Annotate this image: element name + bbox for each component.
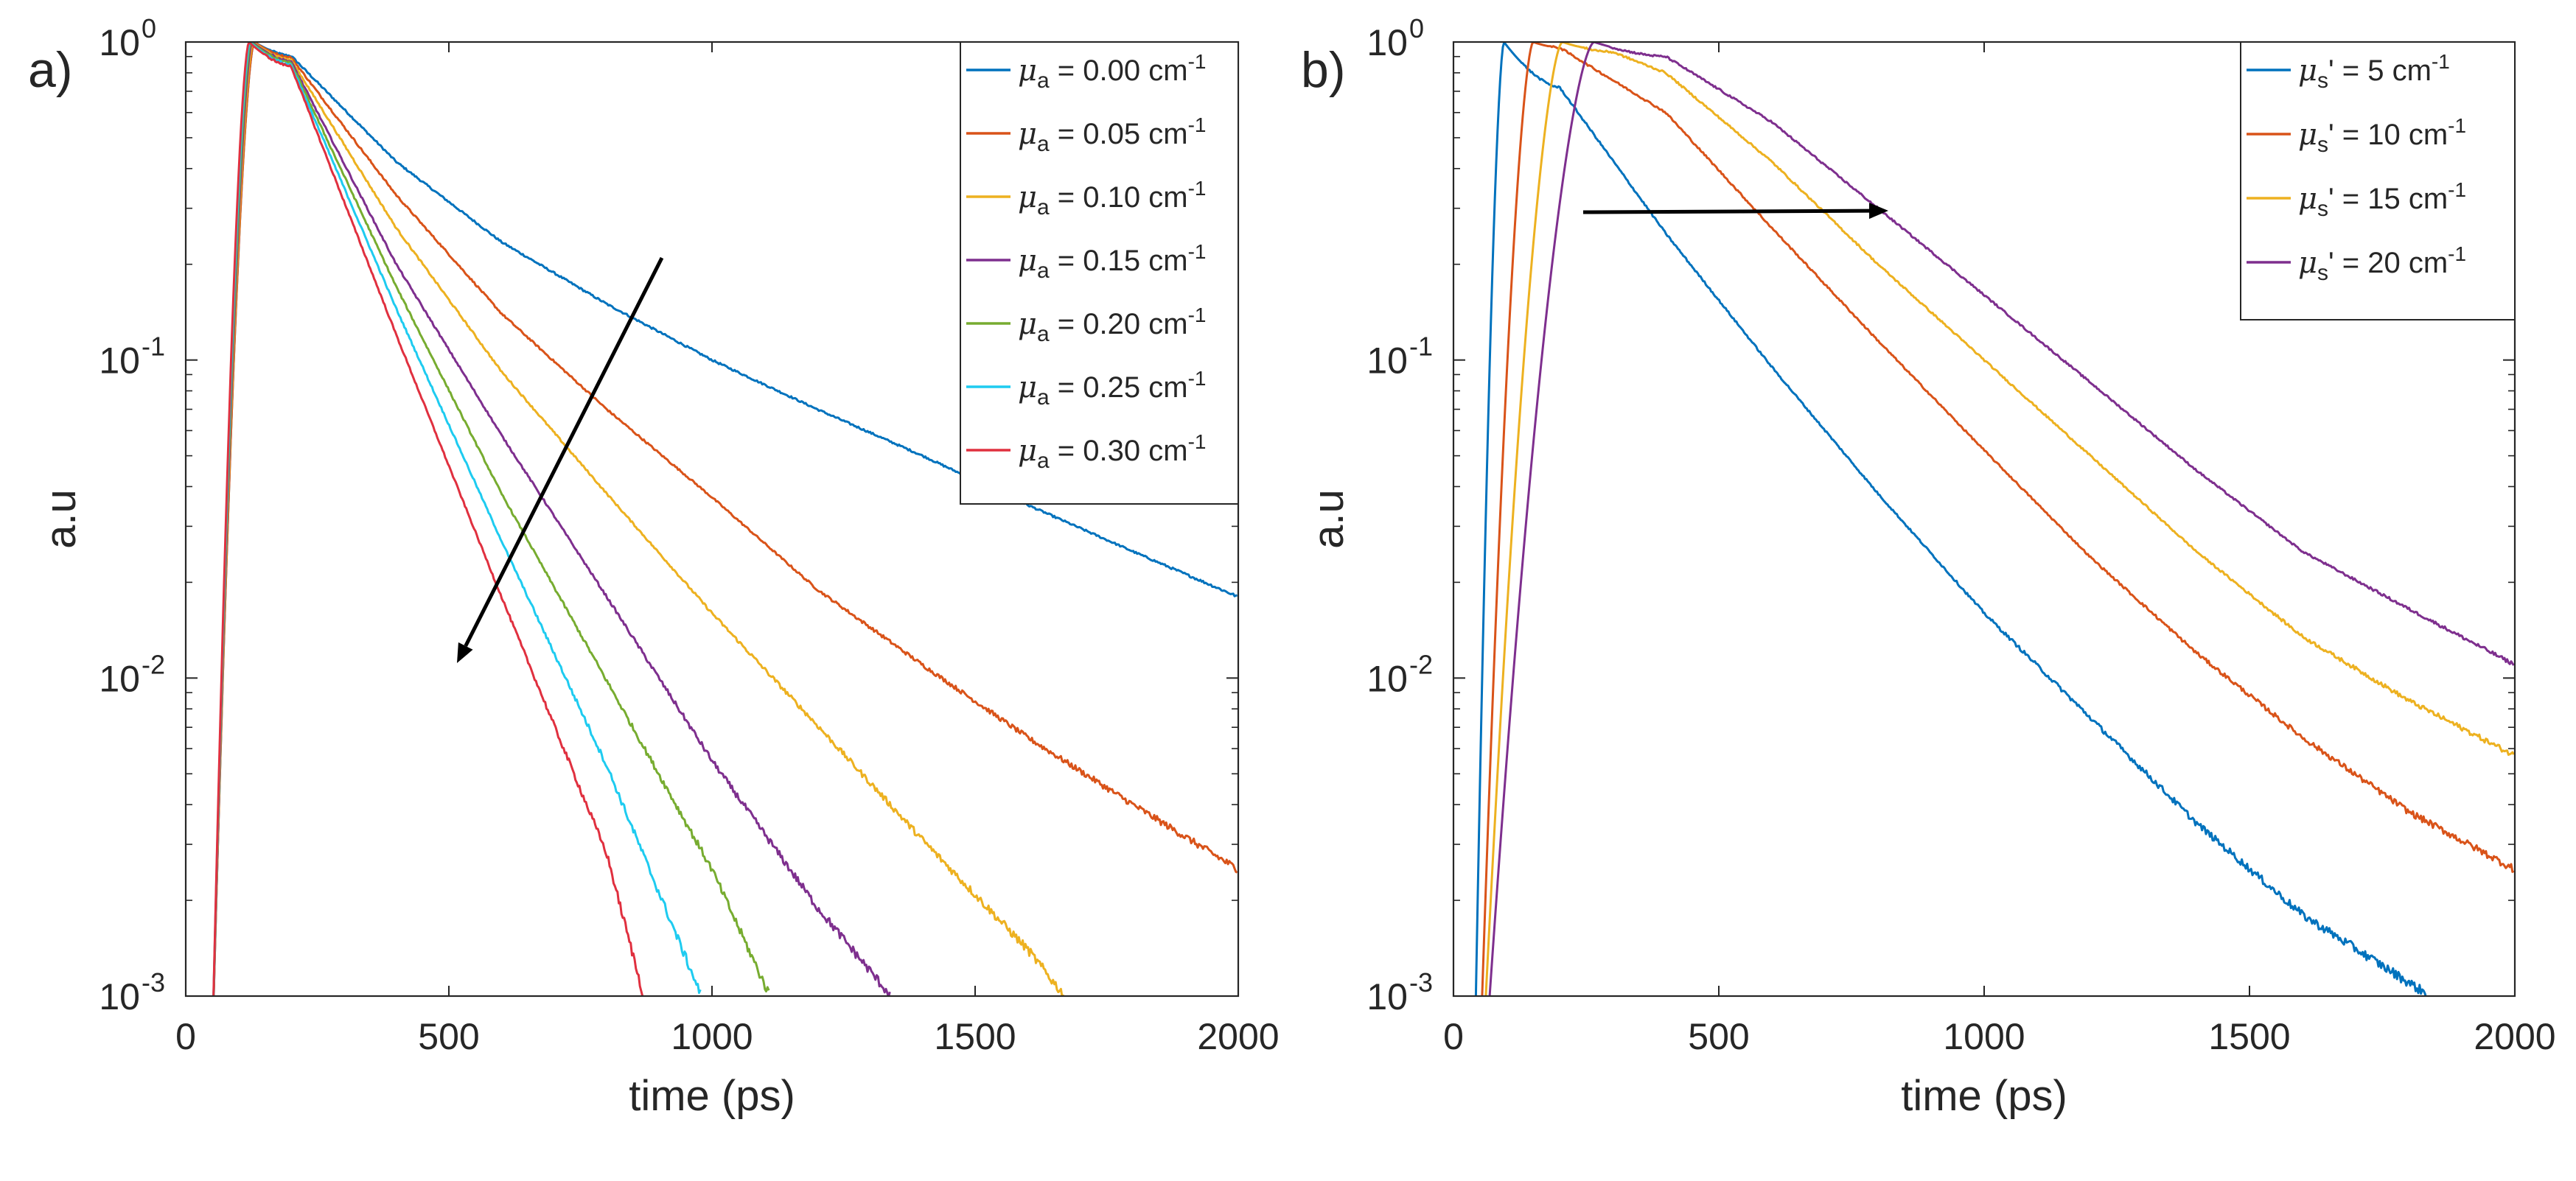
y-tick-label: 10 (99, 658, 140, 699)
x-tick-label: 1000 (671, 1016, 753, 1057)
x-axis-label: time (ps) (1901, 1072, 2067, 1120)
series-line (212, 42, 644, 996)
y-tick-exponent: -2 (1409, 649, 1433, 679)
x-tick-label: 1500 (2208, 1016, 2290, 1057)
legend-entry: μs' = 10 cm-1 (2298, 114, 2466, 157)
y-tick-label: 10 (1366, 976, 1408, 1017)
legend-entry: μs' = 15 cm-1 (2298, 178, 2466, 221)
series-group (212, 42, 1238, 996)
series-line (1484, 42, 2515, 996)
annotation-arrow (464, 256, 664, 647)
x-tick-label: 500 (1688, 1016, 1749, 1057)
series-line (1481, 42, 2515, 996)
series-line (212, 42, 1065, 996)
y-tick-exponent: 0 (142, 13, 156, 43)
series-line (212, 42, 770, 996)
legend-entry: μa = 0.10 cm-1 (1018, 177, 1206, 220)
legend-entry: μa = 0.20 cm-1 (1018, 304, 1206, 346)
legend-entry: μa = 0.00 cm-1 (1018, 50, 1206, 93)
series-line (1474, 42, 2429, 996)
series-line (212, 42, 1238, 996)
x-tick-label: 1500 (934, 1016, 1016, 1057)
x-tick-label: 500 (418, 1016, 479, 1057)
legend-entry: μa = 0.30 cm-1 (1018, 430, 1206, 473)
y-axis-label: a.u (1305, 489, 1352, 549)
y-tick-label: 10 (99, 976, 140, 1017)
legend-entry: μs' = 5 cm-1 (2298, 50, 2450, 93)
legend-entry: μs' = 20 cm-1 (2298, 242, 2466, 285)
y-tick-label: 10 (99, 22, 140, 63)
y-tick-label: 10 (99, 340, 140, 382)
y-tick-exponent: 0 (1409, 13, 1424, 43)
y-tick-label: 10 (1366, 22, 1408, 63)
y-tick-label: 10 (1366, 340, 1408, 382)
y-tick-exponent: -1 (1409, 332, 1433, 362)
x-tick-label: 0 (175, 1016, 196, 1057)
panel-label-a: a) (28, 42, 72, 98)
y-axis-label: a.u (37, 489, 85, 549)
annotation-arrow-head (1868, 203, 1888, 220)
x-tick-label: 2000 (2474, 1016, 2555, 1057)
series-line (1488, 42, 2515, 996)
x-axis-label: time (ps) (629, 1072, 795, 1120)
y-tick-exponent: -1 (142, 332, 165, 362)
y-tick-exponent: -3 (142, 967, 165, 998)
annotation-arrow (1582, 208, 1870, 214)
legend-entry: μa = 0.15 cm-1 (1018, 240, 1206, 283)
y-tick-label: 10 (1366, 658, 1408, 699)
y-tick-exponent: -3 (1409, 967, 1433, 998)
legend: μs' = 5 cm-1 μs' = 10 cm-1 μs' = 15 cm-1 μs… (2240, 41, 2516, 320)
series-line (212, 42, 1238, 996)
y-tick-exponent: -2 (142, 649, 165, 679)
annotation-arrow-head (457, 642, 473, 663)
legend-box (2240, 41, 2516, 320)
legend-box (960, 41, 1239, 505)
x-tick-label: 2000 (1197, 1016, 1279, 1057)
legend-entry: μa = 0.25 cm-1 (1018, 367, 1206, 410)
series-group (1474, 42, 2515, 996)
x-tick-label: 1000 (1943, 1016, 2025, 1057)
series-line (212, 42, 891, 996)
legend-entry: μa = 0.05 cm-1 (1018, 113, 1206, 156)
legend: μa = 0.00 cm-1 μa = 0.05 cm-1 μa = 0.10 cm… (960, 41, 1239, 505)
panel-label-b: b) (1301, 42, 1345, 98)
x-tick-label: 0 (1443, 1016, 1464, 1057)
